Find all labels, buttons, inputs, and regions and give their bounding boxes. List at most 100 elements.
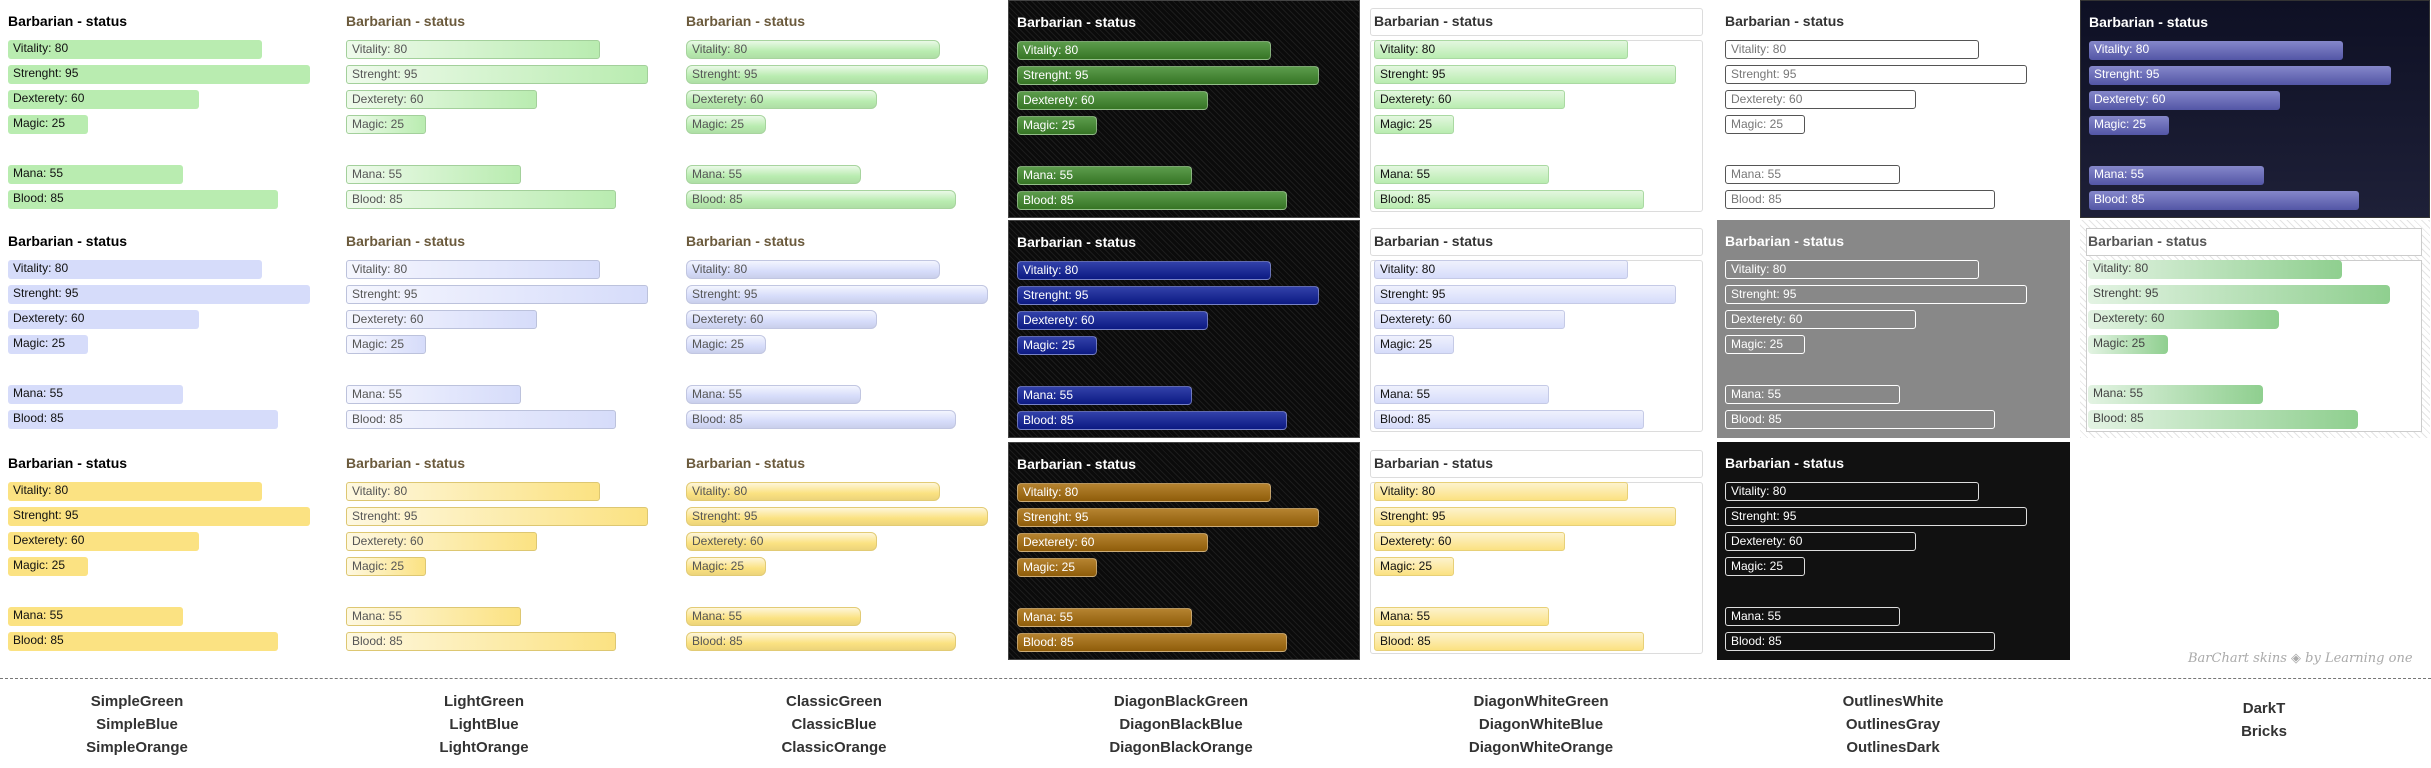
stat-bar-magic: Magic: 25: [8, 115, 88, 134]
panel-title: Barbarian - status: [1374, 13, 1494, 29]
stat-bar-vitality: Vitality: 80: [2089, 41, 2343, 60]
label-column: SimpleGreen SimpleBlue SimpleOrange: [0, 690, 287, 759]
stat-bar-strenght: Strenght: 95: [1017, 508, 1319, 527]
stat-bar-blood: Blood: 85: [346, 632, 616, 651]
stat-bar-vitality: Vitality: 80: [8, 482, 262, 501]
stat-bar-vitality: Vitality: 80: [8, 40, 262, 59]
stat-bar-vitality: Vitality: 80: [686, 260, 940, 279]
skin-name-label: DiagonWhiteOrange: [1468, 739, 1614, 756]
stat-bar-dexterety: Dexterety: 60: [686, 90, 877, 109]
panel-classicorange: Barbarian - status Vitality: 80 Strenght: …: [678, 442, 1008, 660]
stat-bar-strenght: Strenght: 95: [1374, 285, 1676, 304]
title-frame: [2086, 228, 2422, 256]
panel-title: Barbarian - status: [346, 13, 466, 29]
skin-name-label: Bricks: [2241, 723, 2287, 740]
title-frame: [1370, 450, 1703, 478]
skin-name-label: OutlinesWhite: [1842, 693, 1944, 710]
stat-bar-mana: Mana: 55: [346, 165, 521, 184]
stat-bar-dexterety: Dexterety: 60: [346, 310, 537, 329]
panel-title: Barbarian - status: [1725, 455, 1845, 471]
stat-bar-mana: Mana: 55: [1374, 385, 1549, 404]
stat-bar-mana: Mana: 55: [1017, 386, 1192, 405]
stat-bar-magic: Magic: 25: [8, 557, 88, 576]
stat-bar-mana: Mana: 55: [1374, 165, 1549, 184]
stat-bar-dexterety: Dexterety: 60: [346, 90, 537, 109]
panel-title: Barbarian - status: [1725, 13, 1845, 29]
stat-bar-strenght: Strenght: 95: [686, 285, 988, 304]
stat-bar-magic: Magic: 25: [346, 115, 426, 134]
panel-title: Barbarian - status: [1725, 233, 1845, 249]
stat-bar-strenght: Strenght: 95: [686, 507, 988, 526]
stat-bar-blood: Blood: 85: [1374, 410, 1644, 429]
stat-bar-strenght: Strenght: 95: [1017, 66, 1319, 85]
stat-bar-dexterety: Dexterety: 60: [686, 532, 877, 551]
stat-bar-strenght: Strenght: 95: [1374, 65, 1676, 84]
panel-diagonblackgreen: Barbarian - status Vitality: 80 Strenght: …: [1008, 0, 1360, 218]
panel-diagonwhitegreen: Barbarian - status Vitality: 80 Strenght: …: [1366, 0, 1711, 218]
stat-bar-dexterety: Dexterety: 60: [8, 310, 199, 329]
skin-name-label: DiagonBlackBlue: [1119, 716, 1243, 733]
stat-bar-magic: Magic: 25: [1374, 557, 1454, 576]
stat-bar-blood: Blood: 85: [1725, 410, 1995, 429]
skin-name-label: LightOrange: [439, 739, 529, 756]
skin-name-label: ClassicGreen: [786, 693, 882, 710]
stat-bar-dexterety: Dexterety: 60: [346, 532, 537, 551]
stat-bar-blood: Blood: 85: [1725, 632, 1995, 651]
stat-bar-mana: Mana: 55: [1017, 166, 1192, 185]
stat-bar-magic: Magic: 25: [1725, 557, 1805, 576]
skin-name-label: SimpleOrange: [86, 739, 188, 756]
panel-title: Barbarian - status: [1374, 455, 1494, 471]
stat-bar-vitality: Vitality: 80: [1374, 40, 1628, 59]
stat-bar-vitality: Vitality: 80: [1374, 482, 1628, 501]
panel-title: Barbarian - status: [686, 13, 806, 29]
panel-darkt: Barbarian - status Vitality: 80 Strenght: …: [2080, 0, 2430, 218]
stat-bar-vitality: Vitality: 80: [1017, 261, 1271, 280]
stat-bar-strenght: Strenght: 95: [8, 65, 310, 84]
label-column: DiagonBlackGreen DiagonBlackBlue DiagonBla…: [1031, 690, 1331, 759]
stat-bar-magic: Magic: 25: [346, 335, 426, 354]
stat-bar-vitality: Vitality: 80: [8, 260, 262, 279]
skin-name-label: DiagonBlackGreen: [1113, 693, 1249, 710]
stat-bar-magic: Magic: 25: [346, 557, 426, 576]
stat-bar-magic: Magic: 25: [1017, 558, 1097, 577]
panel-outlineswhite: Barbarian - status Vitality: 80 Strenght: …: [1717, 0, 2070, 218]
stat-bar-strenght: Strenght: 95: [346, 65, 648, 84]
stat-bar-strenght: Strenght: 95: [8, 285, 310, 304]
panel-title: Barbarian - status: [346, 455, 466, 471]
title-frame: [1370, 8, 1703, 36]
skin-name-label: DarkT: [2242, 700, 2286, 717]
stat-bar-magic: Magic: 25: [1374, 335, 1454, 354]
label-column: DiagonWhiteGreen DiagonWhiteBlue DiagonWhi…: [1391, 690, 1691, 759]
stat-bar-dexterety: Dexterety: 60: [8, 532, 199, 551]
panel-bricks: Barbarian - status Vitality: 80 Strenght: …: [2080, 220, 2430, 438]
panel-classicblue: Barbarian - status Vitality: 80 Strenght: …: [678, 220, 1008, 438]
stat-bar-strenght: Strenght: 95: [1725, 285, 2027, 304]
stat-bar-magic: Magic: 25: [1725, 115, 1805, 134]
stat-bar-mana: Mana: 55: [346, 385, 521, 404]
stat-bar-blood: Blood: 85: [1725, 190, 1995, 209]
stat-bar-blood: Blood: 85: [8, 190, 278, 209]
stat-bar-blood: Blood: 85: [2088, 410, 2358, 429]
label-column: OutlinesWhite OutlinesGray OutlinesDark: [1743, 690, 2043, 759]
stat-bar-dexterety: Dexterety: 60: [1725, 532, 1916, 551]
stat-bar-mana: Mana: 55: [686, 165, 861, 184]
stat-bar-vitality: Vitality: 80: [1725, 260, 1979, 279]
stat-bar-blood: Blood: 85: [1017, 411, 1287, 430]
stat-bar-strenght: Strenght: 95: [686, 65, 988, 84]
stat-bar-mana: Mana: 55: [686, 607, 861, 626]
stat-bar-strenght: Strenght: 95: [2088, 285, 2390, 304]
panel-title: Barbarian - status: [8, 233, 128, 249]
skin-name-label: OutlinesDark: [1846, 739, 1940, 756]
skin-name-label: ClassicBlue: [791, 716, 877, 733]
stat-bar-mana: Mana: 55: [346, 607, 521, 626]
watermark: BarChart skins ◈ by Learning one: [2188, 651, 2413, 666]
stat-bar-blood: Blood: 85: [686, 410, 956, 429]
panel-diagonwhiteorange: Barbarian - status Vitality: 80 Strenght: …: [1366, 442, 1711, 660]
stat-bar-magic: Magic: 25: [686, 335, 766, 354]
title-frame: [1370, 228, 1703, 256]
stat-bar-mana: Mana: 55: [8, 165, 183, 184]
stat-bar-blood: Blood: 85: [1374, 632, 1644, 651]
skin-name-label: SimpleGreen: [90, 693, 184, 710]
stat-bar-mana: Mana: 55: [1017, 608, 1192, 627]
stat-bar-dexterety: Dexterety: 60: [1017, 91, 1208, 110]
